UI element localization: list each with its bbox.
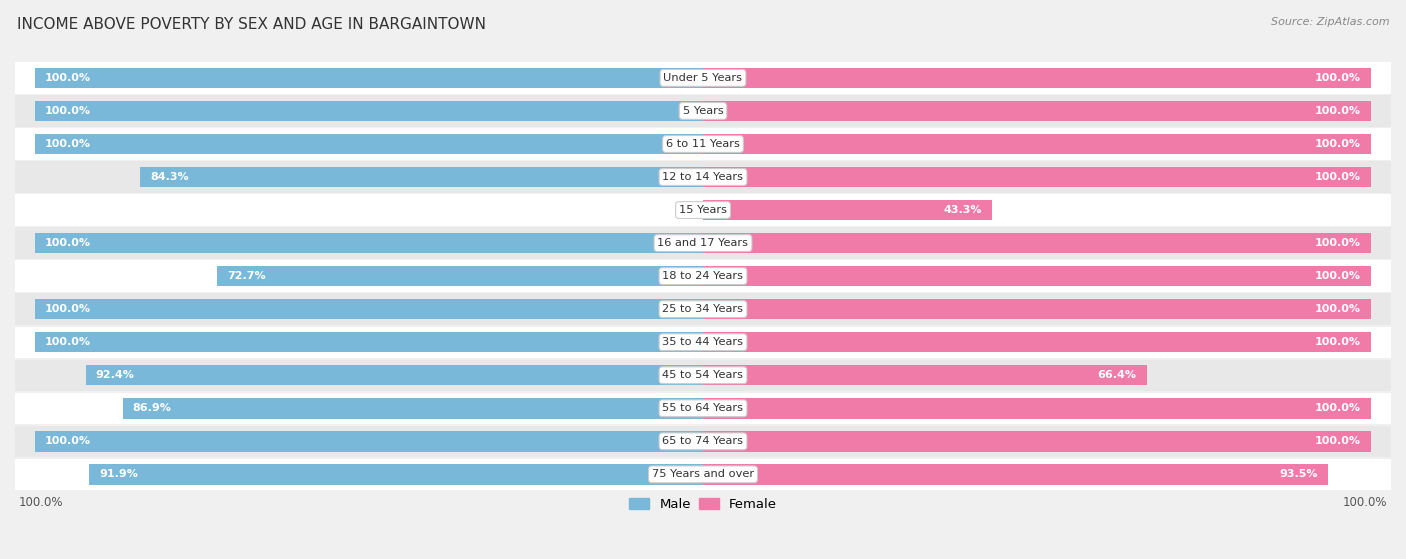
Bar xyxy=(35,332,703,352)
Text: 72.7%: 72.7% xyxy=(228,271,266,281)
Bar xyxy=(703,68,1371,88)
Bar xyxy=(0,195,1406,226)
Text: Source: ZipAtlas.com: Source: ZipAtlas.com xyxy=(1271,17,1389,27)
Text: 43.3%: 43.3% xyxy=(943,205,983,215)
Bar xyxy=(35,233,703,253)
Text: 100.0%: 100.0% xyxy=(1315,337,1361,347)
Text: 100.0%: 100.0% xyxy=(1315,304,1361,314)
Bar xyxy=(703,464,1327,485)
Bar xyxy=(0,425,1406,457)
Text: 100.0%: 100.0% xyxy=(45,304,91,314)
Bar xyxy=(703,233,1371,253)
Text: 45 to 54 Years: 45 to 54 Years xyxy=(662,370,744,380)
Bar xyxy=(0,95,1406,127)
Bar xyxy=(35,299,703,319)
Text: 100.0%: 100.0% xyxy=(45,337,91,347)
Text: 100.0%: 100.0% xyxy=(45,106,91,116)
Text: 100.0%: 100.0% xyxy=(45,238,91,248)
Text: 100.0%: 100.0% xyxy=(1315,238,1361,248)
Bar xyxy=(703,398,1371,419)
Bar xyxy=(0,359,1406,391)
Text: 100.0%: 100.0% xyxy=(1315,271,1361,281)
Bar xyxy=(703,266,1371,286)
Bar xyxy=(0,458,1406,490)
Bar xyxy=(86,365,703,386)
Bar xyxy=(122,398,703,419)
Bar xyxy=(35,134,703,154)
Bar xyxy=(0,293,1406,325)
Text: 100.0%: 100.0% xyxy=(1315,403,1361,413)
Text: 100.0%: 100.0% xyxy=(1315,106,1361,116)
Bar xyxy=(703,167,1371,187)
Text: 100.0%: 100.0% xyxy=(45,73,91,83)
Bar xyxy=(35,431,703,452)
Text: 65 to 74 Years: 65 to 74 Years xyxy=(662,437,744,446)
Text: 12 to 14 Years: 12 to 14 Years xyxy=(662,172,744,182)
Bar xyxy=(0,162,1406,193)
Text: 5 Years: 5 Years xyxy=(683,106,723,116)
Text: 6 to 11 Years: 6 to 11 Years xyxy=(666,139,740,149)
Text: 93.5%: 93.5% xyxy=(1279,470,1317,480)
Legend: Male, Female: Male, Female xyxy=(624,492,782,516)
Bar xyxy=(703,134,1371,154)
Text: Under 5 Years: Under 5 Years xyxy=(664,73,742,83)
Text: INCOME ABOVE POVERTY BY SEX AND AGE IN BARGAINTOWN: INCOME ABOVE POVERTY BY SEX AND AGE IN B… xyxy=(17,17,486,32)
Text: 25 to 34 Years: 25 to 34 Years xyxy=(662,304,744,314)
Text: 91.9%: 91.9% xyxy=(100,470,138,480)
Bar xyxy=(703,101,1371,121)
Bar xyxy=(703,299,1371,319)
Text: 84.3%: 84.3% xyxy=(150,172,188,182)
Bar xyxy=(703,200,993,220)
Bar xyxy=(703,431,1371,452)
Bar xyxy=(0,260,1406,292)
Bar xyxy=(0,392,1406,424)
Text: 75 Years and over: 75 Years and over xyxy=(652,470,754,480)
Bar xyxy=(0,128,1406,160)
Text: 100.0%: 100.0% xyxy=(1315,437,1361,446)
Text: 100.0%: 100.0% xyxy=(45,139,91,149)
Text: 92.4%: 92.4% xyxy=(96,370,135,380)
Bar xyxy=(141,167,703,187)
Bar xyxy=(35,68,703,88)
Bar xyxy=(703,365,1146,386)
Text: 18 to 24 Years: 18 to 24 Years xyxy=(662,271,744,281)
Text: 16 and 17 Years: 16 and 17 Years xyxy=(658,238,748,248)
Text: 66.4%: 66.4% xyxy=(1098,370,1136,380)
Bar xyxy=(35,101,703,121)
Text: 100.0%: 100.0% xyxy=(1315,139,1361,149)
Bar xyxy=(0,326,1406,358)
Text: 15 Years: 15 Years xyxy=(679,205,727,215)
Text: 100.0%: 100.0% xyxy=(45,437,91,446)
Text: 100.0%: 100.0% xyxy=(1343,496,1388,509)
Bar xyxy=(0,228,1406,259)
Text: 35 to 44 Years: 35 to 44 Years xyxy=(662,337,744,347)
Text: 100.0%: 100.0% xyxy=(18,496,63,509)
Text: 100.0%: 100.0% xyxy=(1315,172,1361,182)
Bar xyxy=(89,464,703,485)
Bar xyxy=(703,332,1371,352)
Bar xyxy=(218,266,703,286)
Bar xyxy=(0,62,1406,93)
Text: 55 to 64 Years: 55 to 64 Years xyxy=(662,403,744,413)
Text: 86.9%: 86.9% xyxy=(132,403,172,413)
Text: 100.0%: 100.0% xyxy=(1315,73,1361,83)
